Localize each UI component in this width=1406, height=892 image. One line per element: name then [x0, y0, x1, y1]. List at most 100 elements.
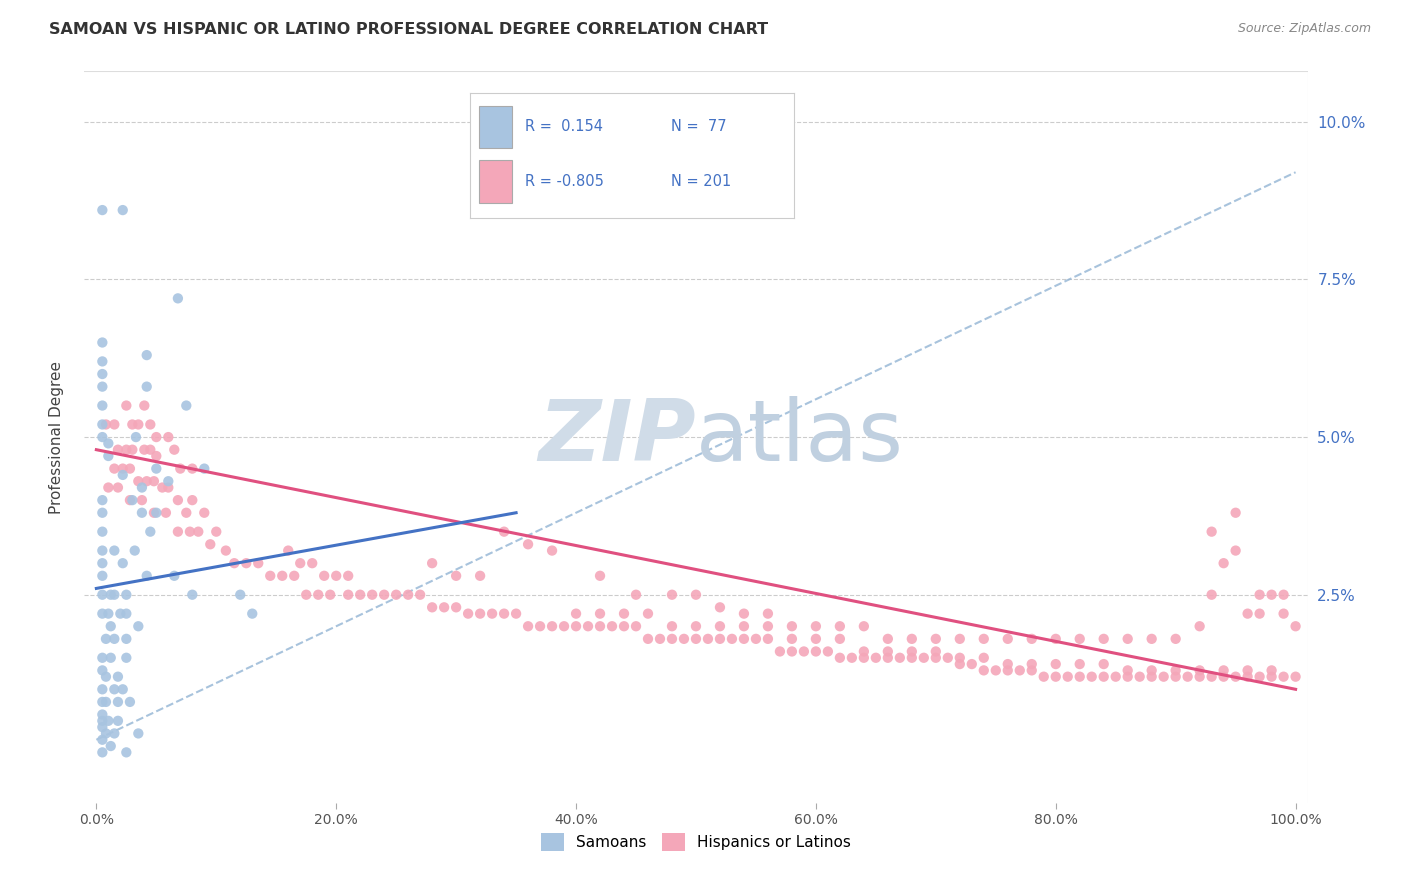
Point	[349, 588, 371, 602]
Point	[91, 707, 114, 722]
Point	[756, 607, 779, 621]
Point	[111, 461, 134, 475]
Point	[912, 650, 935, 665]
Point	[1045, 657, 1067, 671]
Point	[91, 682, 114, 697]
Point	[167, 493, 190, 508]
Point	[1069, 657, 1091, 671]
Point	[984, 664, 1007, 678]
Point	[91, 354, 114, 368]
Point	[235, 556, 257, 570]
Point	[91, 367, 114, 381]
Point	[91, 379, 114, 393]
Point	[517, 619, 540, 633]
Point	[1140, 632, 1163, 646]
Point	[131, 481, 153, 495]
Point	[661, 632, 683, 646]
Point	[1056, 670, 1078, 684]
Point	[1284, 619, 1306, 633]
Point	[127, 417, 149, 432]
Point	[111, 467, 134, 482]
Point	[135, 569, 157, 583]
Point	[721, 632, 744, 646]
Point	[110, 607, 132, 621]
Point	[139, 442, 162, 457]
Point	[361, 588, 384, 602]
Point	[103, 543, 125, 558]
Point	[949, 657, 972, 671]
Point	[960, 657, 983, 671]
Point	[111, 556, 134, 570]
Point	[314, 569, 336, 583]
Point	[337, 588, 360, 602]
Point	[1201, 588, 1223, 602]
Point	[307, 588, 329, 602]
Point	[100, 739, 122, 753]
Point	[283, 569, 305, 583]
Point	[613, 619, 636, 633]
Point	[409, 588, 432, 602]
Point	[876, 632, 898, 646]
Point	[91, 695, 114, 709]
Point	[685, 619, 707, 633]
Point	[103, 726, 125, 740]
Point	[157, 474, 180, 488]
Point	[1177, 670, 1199, 684]
Point	[240, 607, 263, 621]
Point	[1116, 664, 1139, 678]
Point	[925, 650, 948, 665]
Point	[865, 650, 887, 665]
Point	[1272, 588, 1295, 602]
Point	[1260, 588, 1282, 602]
Point	[1236, 664, 1258, 678]
Point	[157, 430, 180, 444]
Point	[100, 619, 122, 633]
Point	[107, 714, 129, 728]
Point	[1236, 670, 1258, 684]
Point	[804, 632, 827, 646]
Point	[901, 632, 924, 646]
Point	[876, 650, 898, 665]
Point	[494, 524, 516, 539]
Point	[94, 670, 117, 684]
Point	[142, 474, 165, 488]
Point	[215, 543, 238, 558]
Point	[127, 726, 149, 740]
Point	[817, 644, 839, 658]
Point	[100, 588, 122, 602]
Point	[733, 607, 755, 621]
Point	[127, 474, 149, 488]
Point	[505, 607, 527, 621]
Point	[648, 632, 671, 646]
Point	[828, 619, 851, 633]
Point	[91, 493, 114, 508]
Point	[111, 203, 134, 218]
Point	[444, 600, 467, 615]
Point	[271, 569, 294, 583]
Point	[139, 417, 162, 432]
Point	[661, 619, 683, 633]
Point	[901, 644, 924, 658]
Point	[373, 588, 395, 602]
Point	[247, 556, 270, 570]
Point	[118, 461, 141, 475]
Point	[121, 493, 143, 508]
Point	[97, 607, 120, 621]
Point	[193, 506, 215, 520]
Point	[107, 481, 129, 495]
Point	[163, 442, 186, 457]
Point	[337, 569, 360, 583]
Point	[733, 632, 755, 646]
Point	[94, 726, 117, 740]
Point	[179, 524, 201, 539]
Point	[804, 644, 827, 658]
Point	[685, 588, 707, 602]
Point	[115, 607, 138, 621]
Point	[973, 650, 995, 665]
Point	[1153, 670, 1175, 684]
Point	[91, 399, 114, 413]
Point	[420, 556, 443, 570]
Point	[134, 399, 156, 413]
Point	[600, 619, 623, 633]
Point	[385, 588, 408, 602]
